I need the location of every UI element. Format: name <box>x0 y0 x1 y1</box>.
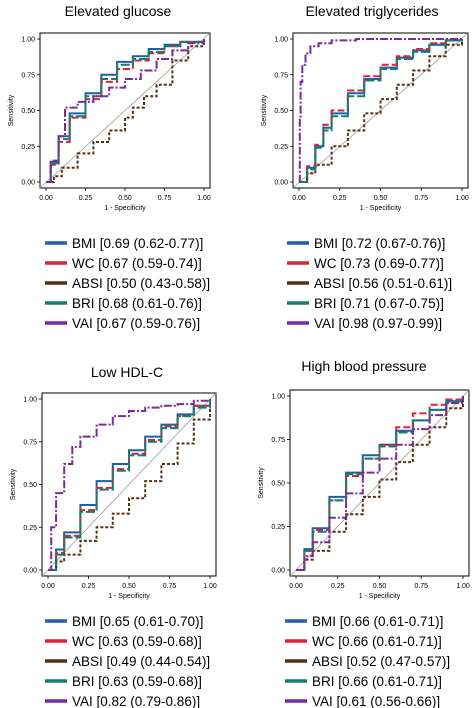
y-tick-label: 0.75 <box>271 437 285 444</box>
x-tick-label: 0.25 <box>333 195 347 202</box>
x-tick-label: 0.50 <box>122 583 136 590</box>
legend: BMI [0.69 (0.62-0.77)] WC [0.67 (0.59-0.7… <box>45 236 210 331</box>
y-axis-label: Sensitivity <box>258 467 265 499</box>
legend-entry-wc: WC [0.73 (0.69-0.77)] <box>314 256 444 271</box>
roc-panel-3: Low HDL-C 0.00 0.25 0.50 0.75 1.00 0.00 0.25 0.5… <box>10 364 217 708</box>
x-tick-label: 0.00 <box>292 195 306 202</box>
y-tick-label: 0.25 <box>271 524 285 531</box>
legend-entry-bmi: BMI [0.69 (0.62-0.77)] <box>72 236 203 251</box>
x-tick-label: 0.00 <box>41 583 55 590</box>
legend-entry-vai: VAI [0.61 (0.56-0.66)] <box>312 694 440 708</box>
legend-entry-bmi: BMI [0.72 (0.67-0.76)] <box>314 236 445 251</box>
y-tick-label: 0.25 <box>23 525 37 532</box>
y-tick-label: 0.50 <box>23 482 37 489</box>
reference-diagonal <box>39 32 211 189</box>
x-tick-label: 1.00 <box>455 195 469 202</box>
roc-curve-vai <box>46 39 205 183</box>
x-tick-label: 0.00 <box>39 195 53 202</box>
panel-title: Elevated triglycerides <box>305 3 438 19</box>
x-tick-label: 0.50 <box>374 195 388 202</box>
y-tick-label: 0.75 <box>21 72 35 79</box>
legend-entry-wc: WC [0.63 (0.59-0.68)] <box>72 634 202 649</box>
y-tick-label: 0.00 <box>271 568 285 575</box>
x-tick-label: 1.00 <box>203 583 217 590</box>
y-tick-label: 1.00 <box>274 37 288 44</box>
y-tick-label: 1.00 <box>271 394 285 401</box>
y-tick-label: 0.50 <box>271 481 285 488</box>
legend-entry-bri: BRI [0.71 (0.67-0.75)] <box>314 296 444 311</box>
roc-curve-absi <box>48 399 211 571</box>
x-tick-label: 0.25 <box>79 195 93 202</box>
legend: BMI [0.66 (0.61-0.71)] WC [0.66 (0.61-0.7… <box>285 614 450 708</box>
y-axis-label: Sensitivity <box>261 94 268 126</box>
y-tick-label: 0.75 <box>23 439 37 446</box>
roc-curve-vai <box>296 396 464 571</box>
y-tick-label: 0.50 <box>274 108 288 115</box>
roc-curve-bri <box>46 39 205 183</box>
roc-panel-2: Elevated triglycerides 0.00 0.25 0.50 0.75 1.… <box>261 3 469 331</box>
x-tick-label: 0.50 <box>118 195 132 202</box>
y-tick-label: 0.50 <box>21 108 35 115</box>
x-axis-label: 1 - Specificity <box>359 593 401 600</box>
roc-curve-vai <box>48 399 211 571</box>
y-tick-label: 1.00 <box>23 397 37 404</box>
roc-curve-bri <box>48 399 211 571</box>
legend-entry-vai: VAI [0.82 (0.79-0.86)] <box>72 694 200 708</box>
y-tick-label: 0.00 <box>21 180 35 187</box>
y-tick-label: 1.00 <box>21 37 35 44</box>
roc-curve-absi <box>46 39 205 183</box>
legend-entry-wc: WC [0.67 (0.59-0.74)] <box>72 256 202 271</box>
roc-curve-wc <box>299 39 463 183</box>
legend-entry-absi: ABSI [0.50 (0.43-0.58)] <box>72 276 210 291</box>
reference-diagonal <box>292 32 469 189</box>
roc-curve-vai <box>298 38 462 183</box>
y-axis-label: Sensitivity <box>8 94 15 126</box>
panel-title: High blood pressure <box>301 358 427 374</box>
x-tick-label: 0.75 <box>414 583 428 590</box>
y-tick-label: 0.00 <box>274 180 288 187</box>
x-axis-label: 1 - Specificity <box>360 205 402 212</box>
legend-entry-bri: BRI [0.66 (0.61-0.71)] <box>312 674 442 689</box>
legend-entry-vai: VAI [0.98 (0.97-0.99)] <box>314 316 442 331</box>
roc-curve-bri <box>299 39 463 183</box>
y-tick-label: 0.75 <box>274 72 288 79</box>
panel-title: Elevated glucose <box>65 3 172 19</box>
y-tick-label: 0.25 <box>274 144 288 151</box>
legend-entry-bri: BRI [0.68 (0.61-0.76)] <box>72 296 202 311</box>
x-tick-label: 0.75 <box>158 195 172 202</box>
legend-entry-bri: BRI [0.63 (0.59-0.68)] <box>72 674 202 689</box>
y-tick-label: 0.25 <box>21 144 35 151</box>
y-tick-label: 0.00 <box>23 568 37 575</box>
x-tick-label: 0.75 <box>414 195 428 202</box>
x-tick-label: 1.00 <box>197 195 211 202</box>
roc-curve-bri <box>296 396 464 571</box>
legend-entry-wc: WC [0.66 (0.61-0.71)] <box>312 634 442 649</box>
legend-entry-absi: ABSI [0.52 (0.47-0.57)] <box>312 654 450 669</box>
reference-diagonal <box>41 392 217 577</box>
x-tick-label: 0.50 <box>373 583 387 590</box>
roc-panel-4: High blood pressure 0.00 0.25 0.50 0.75 1.00 0… <box>258 358 470 708</box>
legend-entry-bmi: BMI [0.66 (0.61-0.71)] <box>312 614 443 629</box>
x-tick-label: 0.25 <box>331 583 345 590</box>
legend: BMI [0.72 (0.67-0.76)] WC [0.73 (0.69-0.7… <box>287 236 452 331</box>
roc-panel-1: Elevated glucose 0.00 0.25 0.50 0.75 1.00 0.00… <box>8 3 211 331</box>
legend-entry-absi: ABSI [0.56 (0.51-0.61)] <box>314 276 452 291</box>
x-tick-label: 0.25 <box>82 583 96 590</box>
x-tick-label: 0.75 <box>163 583 177 590</box>
x-tick-label: 0.00 <box>289 583 303 590</box>
x-axis-label: 1 - Specificity <box>108 593 150 600</box>
x-axis-label: 1 - Specificity <box>104 205 146 212</box>
legend-entry-vai: VAI [0.67 (0.59-0.76)] <box>72 316 200 331</box>
x-tick-label: 1.00 <box>456 583 470 590</box>
legend: BMI [0.65 (0.61-0.70)] WC [0.63 (0.59-0.6… <box>45 614 210 708</box>
legend-entry-bmi: BMI [0.65 (0.61-0.70)] <box>72 614 203 629</box>
y-axis-label: Sensitivity <box>10 468 17 500</box>
panel-title: Low HDL-C <box>91 364 163 380</box>
legend-entry-absi: ABSI [0.49 (0.44-0.54)] <box>72 654 210 669</box>
